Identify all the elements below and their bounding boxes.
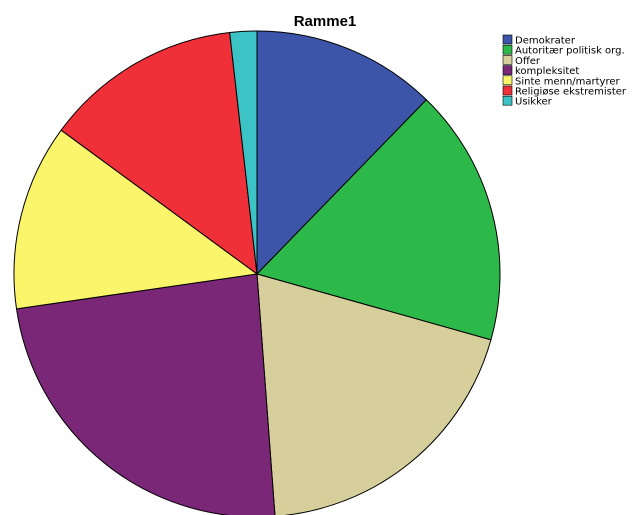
legend-label-7: Usikker: [515, 97, 553, 108]
pie-slices: [13, 30, 501, 515]
pie-slice-4: [15, 273, 276, 515]
pie-slice-6: [60, 31, 258, 276]
legend-swatch-2: [502, 44, 513, 55]
legend-swatch-4: [502, 65, 513, 75]
legend-label-4: kompleksitet: [515, 66, 579, 77]
legend-swatch-3: [502, 55, 513, 65]
pie-slice-5: [13, 129, 259, 310]
legend-swatch-6: [502, 85, 513, 96]
pie-slice-2: [256, 99, 501, 341]
legend-swatch-7: [502, 95, 513, 106]
legend-swatch-1: [502, 34, 513, 45]
pie-slice-1: [256, 30, 428, 276]
pie-slice-7: [229, 30, 258, 275]
legend-label-2: Autoritær politisk org.: [515, 46, 625, 57]
chart-title: Ramme1: [294, 13, 357, 30]
legend-label-5: Sinte menn/martyrer: [515, 76, 621, 87]
pie-slice-3: [256, 273, 492, 515]
legend-swatch-5: [502, 75, 513, 86]
legend-label-3: Offer: [515, 56, 541, 67]
legend-label-1: Demokrater: [515, 36, 576, 47]
legend-label-6: Religiøse ekstremister: [515, 87, 627, 98]
